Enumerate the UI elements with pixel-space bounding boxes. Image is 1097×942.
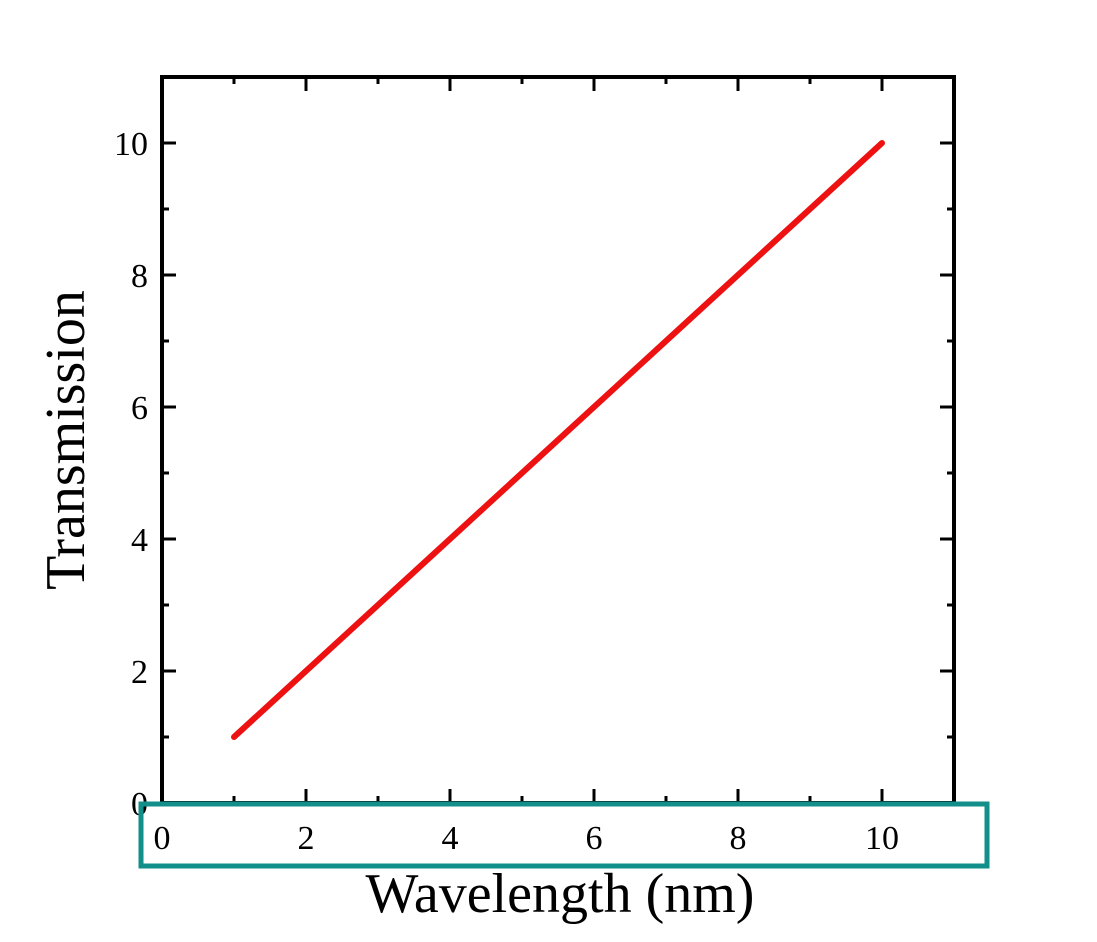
x-tick-label-1: 2 [298,820,315,857]
x-tick-label-4: 8 [730,820,747,857]
x-tick-label-2: 4 [442,820,459,857]
y-tick-label-1: 2 [131,654,148,691]
x-tick-label-5: 10 [865,820,899,857]
y-tick-label-4: 8 [131,258,148,295]
series-layer [231,140,885,740]
x-axis-title: Wavelength (nm) [366,863,755,925]
x-tick-label-3: 6 [586,820,603,857]
series-line-0 [231,140,885,740]
x-tick-label-0: 0 [154,820,171,857]
y-tick-label-3: 6 [131,390,148,427]
y-tick-label-2: 4 [131,522,148,559]
y-axis-title: Transmission [35,290,97,590]
y-tick-label-5: 10 [114,126,148,163]
x-tick-labels: 0 2 4 6 8 10 [154,820,900,857]
x-axis-highlight-box [138,801,990,869]
